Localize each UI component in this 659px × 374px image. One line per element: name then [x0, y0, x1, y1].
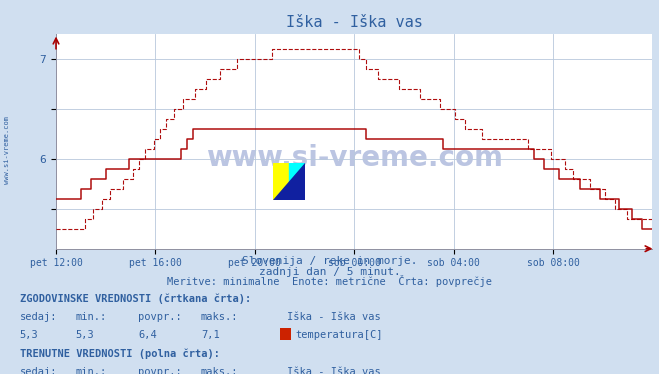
Text: Iška - Iška vas: Iška - Iška vas — [287, 367, 380, 374]
Text: ZGODOVINSKE VREDNOSTI (črtkana črta):: ZGODOVINSKE VREDNOSTI (črtkana črta): — [20, 293, 251, 304]
Text: 5,3: 5,3 — [20, 330, 38, 340]
Text: povpr.:: povpr.: — [138, 312, 182, 322]
Text: Meritve: minimalne  Enote: metrične  Črta: povprečje: Meritve: minimalne Enote: metrične Črta:… — [167, 275, 492, 287]
Text: www.si-vreme.com: www.si-vreme.com — [3, 116, 10, 184]
Polygon shape — [289, 163, 305, 200]
Text: zadnji dan / 5 minut.: zadnji dan / 5 minut. — [258, 267, 401, 277]
Polygon shape — [273, 163, 289, 200]
Text: sedaj:: sedaj: — [20, 367, 57, 374]
Text: min.:: min.: — [76, 312, 107, 322]
Text: povpr.:: povpr.: — [138, 367, 182, 374]
Title: Iška - Iška vas: Iška - Iška vas — [286, 15, 422, 30]
Polygon shape — [273, 163, 305, 200]
Text: Slovenija / reke in morje.: Slovenija / reke in morje. — [242, 256, 417, 266]
Text: www.si-vreme.com: www.si-vreme.com — [206, 144, 503, 172]
Text: 5,3: 5,3 — [76, 330, 94, 340]
Text: maks.:: maks.: — [201, 312, 239, 322]
Text: 7,1: 7,1 — [201, 330, 219, 340]
Text: Iška - Iška vas: Iška - Iška vas — [287, 312, 380, 322]
Text: 6,4: 6,4 — [138, 330, 157, 340]
Text: sedaj:: sedaj: — [20, 312, 57, 322]
Text: min.:: min.: — [76, 367, 107, 374]
Text: temperatura[C]: temperatura[C] — [295, 330, 383, 340]
Text: TRENUTNE VREDNOSTI (polna črta):: TRENUTNE VREDNOSTI (polna črta): — [20, 349, 219, 359]
Text: maks.:: maks.: — [201, 367, 239, 374]
